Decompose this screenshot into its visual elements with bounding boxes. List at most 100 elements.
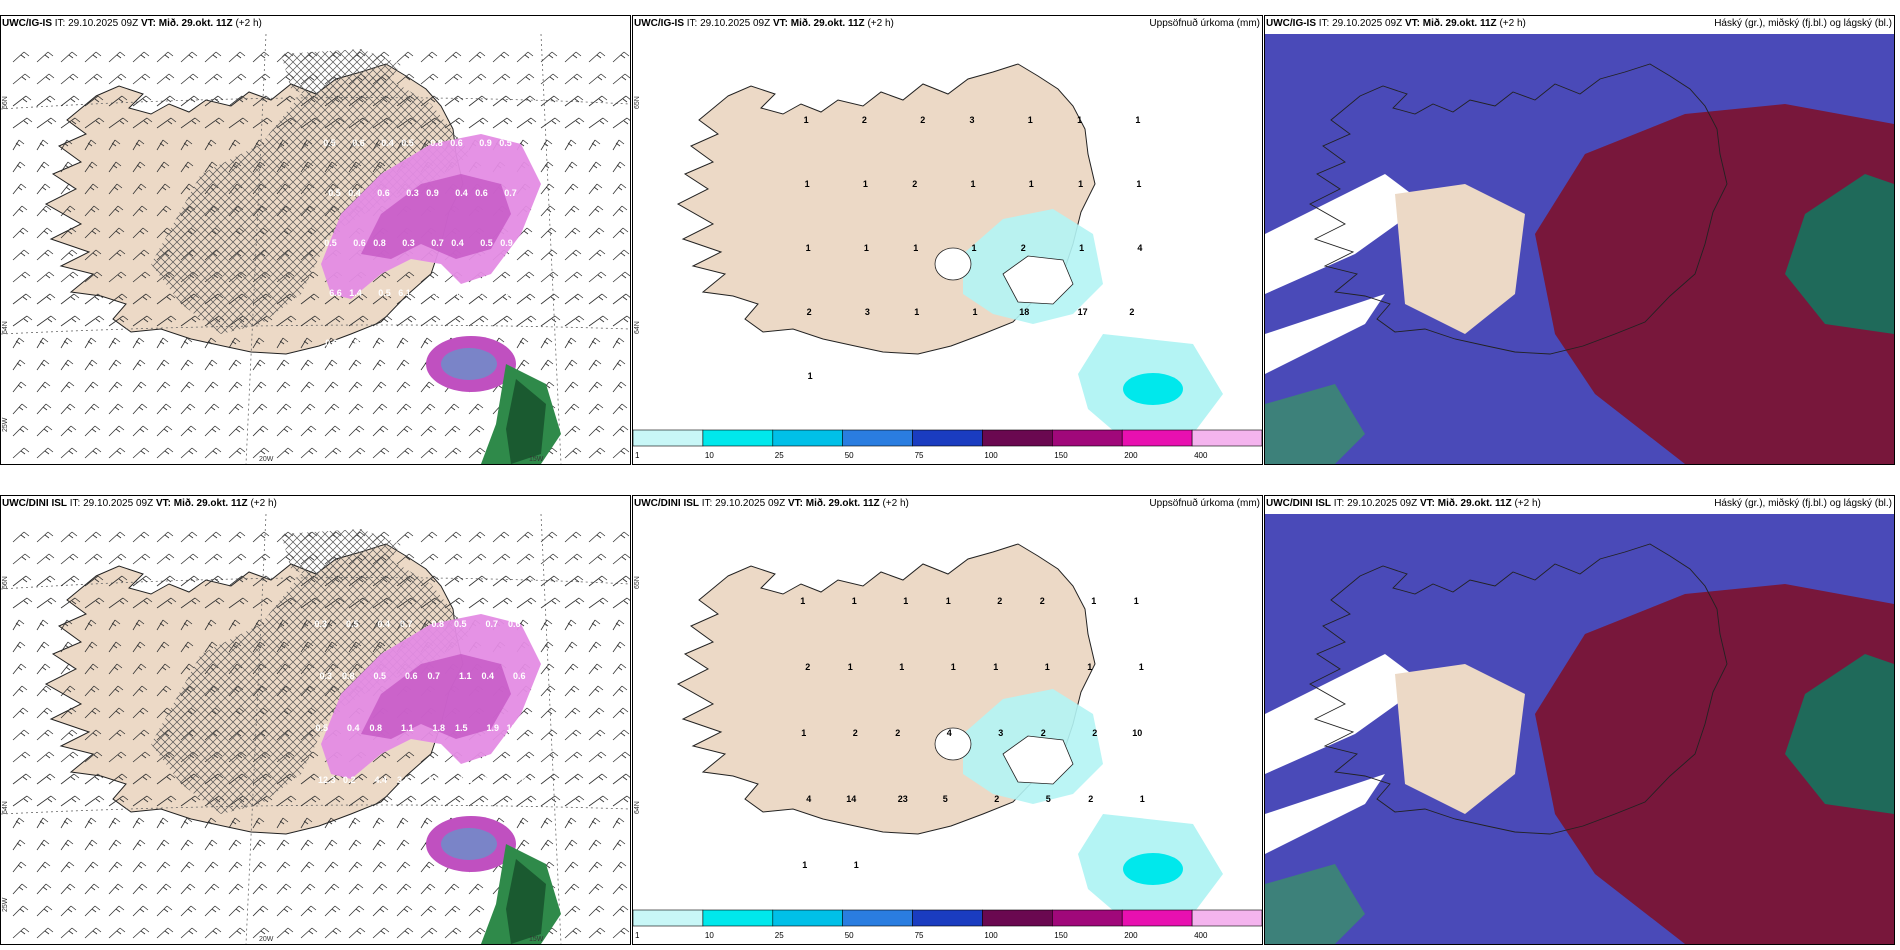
value-label: 1	[806, 243, 811, 253]
value-label: 1	[800, 596, 805, 606]
lon-label: 20W	[259, 936, 274, 943]
value-label: 1.0	[317, 827, 330, 837]
map-precip-wind: 0.5 0.6 0.4 0.5 0.8 0.6 0.9 0.5 0.5 0.4 0.6 0.3 0.9 0…	[1, 34, 630, 464]
value-label: 0.9	[426, 188, 439, 198]
legend-tick: 50	[845, 451, 854, 460]
value-label: 1	[970, 179, 975, 189]
value-label: 1	[971, 243, 976, 253]
map-accumulated-precip: 1 2 2 3 1 1 1 1 1 2 1 1 1 1 1 1 1 1 2 1 4 2 3 1 1 18 17 2 1 65N 64N	[633, 34, 1262, 464]
legend-tick: 25	[775, 451, 784, 460]
value-label: 0.4	[482, 671, 495, 681]
legend-swatch	[772, 429, 844, 447]
value-label: 0.5	[499, 138, 512, 148]
value-label: 1	[864, 243, 869, 253]
value-label: 0.4	[455, 188, 468, 198]
value-label: 1	[951, 662, 956, 672]
value-label: 0.9	[500, 238, 513, 248]
value-label: 1.8	[433, 723, 446, 733]
value-label: 1	[899, 662, 904, 672]
lat-label: 64N	[634, 801, 641, 814]
value-label: 5	[943, 794, 948, 804]
map-precip-wind: 0.3 0.5 0.4 0.7 0.8 0.5 0.7 0.6 0.3 0.8 0.5 0.6 0.7 1…	[1, 514, 630, 944]
value-label: 6.6	[329, 288, 342, 298]
legend-tick: 100	[984, 451, 998, 460]
value-label: 0.2	[343, 775, 356, 785]
value-label: 0.6	[513, 671, 526, 681]
value-label: 14	[846, 794, 856, 804]
value-label: 0.5	[378, 288, 391, 298]
panel-right-title: Háský (gr.), miðský (fj.bl.) og lágský (…	[1714, 18, 1892, 29]
lat-label: 25W	[2, 417, 9, 432]
value-label: 4	[1137, 243, 1142, 253]
value-label: 1.4	[348, 827, 361, 837]
value-label: 2	[1088, 794, 1093, 804]
panel-bottom-left: UWC/DINI ISL IT: 29.10.2025 09Z VT: Mið.…	[0, 495, 631, 945]
value-label: 1	[1087, 662, 1092, 672]
value-label: 0.6	[352, 138, 365, 148]
value-label: 2	[895, 728, 900, 738]
lat-label: 66N	[2, 576, 9, 589]
value-label: 2	[994, 794, 999, 804]
legend-tick: 200	[1124, 931, 1138, 940]
value-label: 6.1	[398, 288, 411, 298]
value-label: 2	[920, 115, 925, 125]
value-label: 0.4	[514, 775, 527, 785]
value-label: 3	[865, 307, 870, 317]
value-label: 1	[972, 307, 977, 317]
legend-swatch	[1051, 429, 1123, 447]
legend-swatch	[1191, 429, 1262, 447]
legend-swatch	[1121, 429, 1193, 447]
value-label: 0.5	[316, 723, 329, 733]
value-label: 0.8	[373, 238, 386, 248]
value-label: 1	[1028, 115, 1033, 125]
value-label: 2	[997, 596, 1002, 606]
value-label: 0.4	[347, 723, 360, 733]
panel-top-mid: UWC/IG-IS IT: 29.10.2025 09Z VT: Mið. 29…	[632, 15, 1263, 465]
value-label: 1	[1136, 179, 1141, 189]
value-label: 2	[862, 115, 867, 125]
value-label: 0.7	[400, 619, 413, 629]
value-label: 0.5	[354, 338, 367, 348]
legend-swatch	[1051, 909, 1123, 927]
legend-swatch	[633, 429, 704, 447]
value-label: 0.5	[324, 238, 337, 248]
legend-tick: 1	[635, 451, 640, 460]
value-label: 2	[1041, 728, 1046, 738]
lat-label: 25W	[2, 897, 9, 912]
value-label: 2	[1129, 307, 1134, 317]
panel-right-title: Háský (gr.), miðský (fj.bl.) og lágský (…	[1714, 498, 1892, 509]
value-label: 3	[998, 728, 1003, 738]
legend-tick: 25	[775, 931, 784, 940]
value-label: 4	[806, 794, 811, 804]
value-label: 2	[1021, 243, 1026, 253]
value-label: 2	[1040, 596, 1045, 606]
value-label: 1	[854, 860, 859, 870]
value-label: 0.5	[454, 619, 467, 629]
panel-bottom-mid: UWC/DINI ISL IT: 29.10.2025 09Z VT: Mið.…	[632, 495, 1263, 945]
value-label: 0.3	[483, 775, 496, 785]
value-label: 0.4	[348, 188, 361, 198]
value-label: 0.9	[479, 138, 492, 148]
value-label: 1	[808, 371, 813, 381]
legend-swatch	[1191, 909, 1262, 927]
value-label: 12.2	[507, 723, 525, 733]
legend-swatch	[772, 909, 844, 927]
legend-tick: 10	[705, 931, 714, 940]
value-label: 0.6	[508, 619, 521, 629]
value-label: 0.4	[381, 138, 394, 148]
panel-header: UWC/DINI ISL IT: 29.10.2025 09Z VT: Mið.…	[634, 498, 909, 509]
value-label: 0.5	[328, 188, 341, 198]
value-label: 0.8	[432, 619, 445, 629]
legend-tick: 100	[984, 931, 998, 940]
lat-label: 65N	[634, 576, 641, 589]
value-label: 1	[946, 596, 951, 606]
value-label: 1.1	[459, 671, 472, 681]
value-label: 1	[1078, 179, 1083, 189]
value-label: 0.5	[480, 238, 493, 248]
value-label: 1.5	[455, 723, 468, 733]
legend-swatch	[982, 429, 1053, 447]
value-label: 23	[898, 794, 908, 804]
value-label: 1	[801, 728, 806, 738]
value-label: 1	[993, 662, 998, 672]
value-label: 3.6	[397, 775, 410, 785]
